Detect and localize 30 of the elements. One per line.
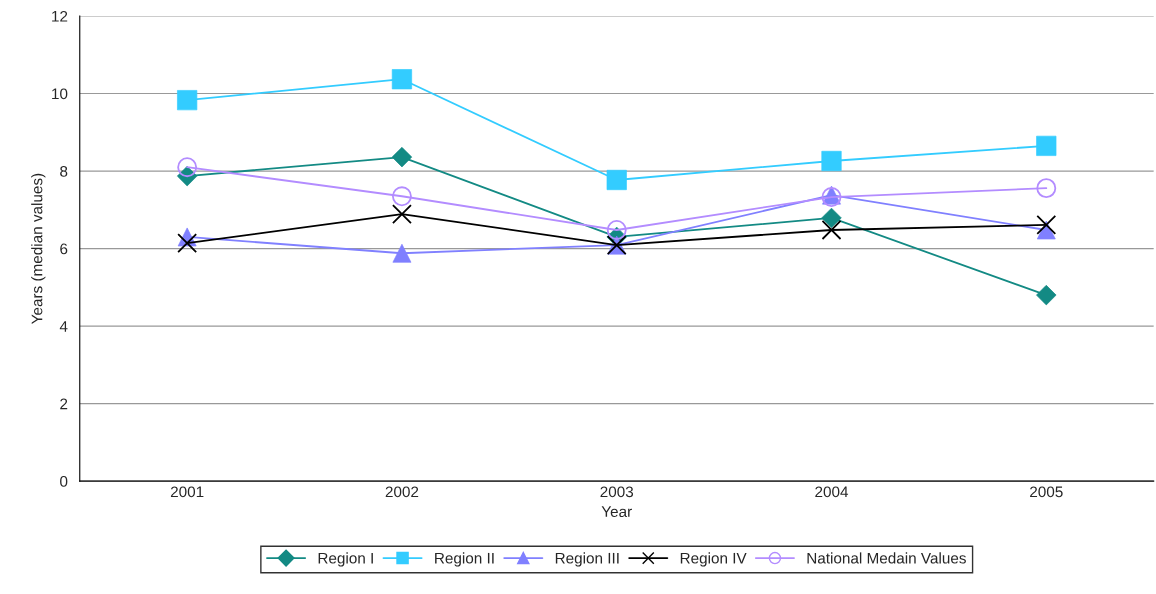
- y-tick-label: 6: [60, 243, 68, 255]
- y-tick-label: 2: [60, 398, 68, 410]
- point: [606, 220, 627, 240]
- x-tick-label: 2003: [600, 486, 634, 498]
- legend-label: Region II: [435, 552, 494, 567]
- point: [177, 233, 198, 254]
- legend-label: Region III: [555, 552, 619, 567]
- x-tick-label: 2005: [1030, 486, 1063, 498]
- point: [821, 150, 842, 172]
- legend-label: National Medain Values: [807, 552, 966, 564]
- y-tick-label: 12: [52, 10, 68, 22]
- legend-label: Region I: [318, 552, 373, 567]
- y-tick-label: 10: [52, 88, 68, 100]
- y-tick-label: 4: [59, 321, 68, 332]
- y-tick-label: 8: [60, 165, 68, 177]
- legend-label: Region IV: [680, 552, 747, 567]
- point: [392, 186, 412, 207]
- point: [821, 220, 842, 240]
- x-tick-label: 2004: [815, 486, 849, 498]
- x-tick-label: 2001: [170, 486, 204, 498]
- y-axis-title: Years (median values): [31, 173, 46, 324]
- point: [1036, 178, 1057, 199]
- x-tick-label: 2002: [385, 486, 419, 498]
- point: [391, 69, 413, 90]
- point: [1036, 215, 1057, 235]
- point: [392, 204, 412, 225]
- point: [177, 157, 198, 178]
- y-tick-label: 0: [60, 476, 68, 487]
- point: [821, 207, 842, 229]
- x-axis-title: Year: [601, 506, 632, 518]
